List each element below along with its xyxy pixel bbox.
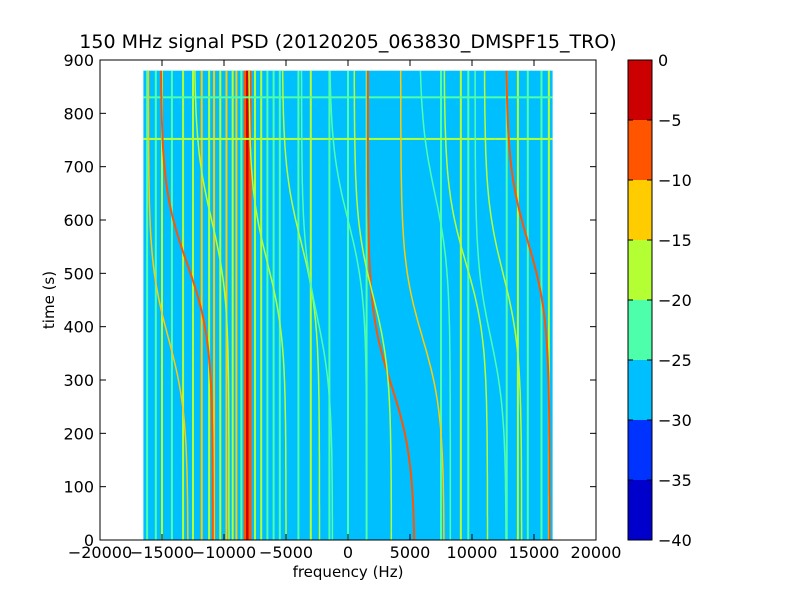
colorbar: −40 −35 −30 −25 −20 −15 −10 −5 0 <box>627 51 692 550</box>
colorbar-tick-label: −40 <box>658 531 692 550</box>
x-tick-label: −5000 <box>259 543 313 562</box>
vertical-band-16 <box>248 70 252 541</box>
vertical-band-29 <box>467 70 470 541</box>
doppler-trace-0 <box>160 70 214 540</box>
doppler-trace-2 <box>505 70 551 540</box>
x-tick-label: 0 <box>343 543 353 562</box>
y-tick-label: 900 <box>63 51 94 70</box>
vertical-band-31 <box>516 70 519 541</box>
horizontal-band-1 <box>143 137 553 140</box>
doppler-trace-3 <box>483 70 523 540</box>
y-tick-label: 100 <box>63 478 94 497</box>
colorbar-tick-label: −5 <box>658 111 682 130</box>
x-axis-ticks: −20000−15000−10000 −5000 0 5000 10000 15000 20… <box>68 60 622 562</box>
vertical-band-30 <box>505 70 508 541</box>
colorbar-segment <box>628 360 652 420</box>
colorbar-segment <box>628 60 652 120</box>
vertical-band-19 <box>266 70 269 541</box>
doppler-trace-5 <box>399 70 445 540</box>
vertical-band-28 <box>459 70 462 541</box>
colorbar-segments <box>628 60 652 540</box>
y-tick-label: 700 <box>63 158 94 177</box>
horizontal-band-0 <box>143 96 553 99</box>
colorbar-segment <box>628 180 652 240</box>
vertical-band-27 <box>440 70 442 541</box>
vertical-band-22 <box>297 70 300 541</box>
vertical-band-23 <box>309 70 312 541</box>
chart-title: 150 MHz signal PSD (20120205_063830_DMSP… <box>79 31 616 53</box>
doppler-trace-6 <box>353 70 393 540</box>
spectrogram-heatmap <box>143 70 553 541</box>
colorbar-tick-label: 0 <box>658 51 668 70</box>
vertical-band-9 <box>219 70 222 541</box>
vertical-band-20 <box>272 70 275 541</box>
vertical-band-25 <box>347 70 349 541</box>
vertical-band-1 <box>154 70 157 541</box>
colorbar-tick-label: −20 <box>658 291 692 310</box>
doppler-trace-13 <box>194 70 230 540</box>
vertical-band-11 <box>231 70 234 541</box>
colorbar-segment <box>628 480 652 540</box>
x-tick-label: 15000 <box>509 543 560 562</box>
vertical-band-14 <box>243 70 247 541</box>
colorbar-segment <box>628 120 652 180</box>
x-tick-label: 20000 <box>571 543 622 562</box>
colorbar-tick-label: −25 <box>658 351 692 370</box>
vertical-band-17 <box>254 70 256 541</box>
x-tick-label: 10000 <box>447 543 498 562</box>
x-axis-label: frequency (Hz) <box>293 563 404 581</box>
vertical-band-21 <box>278 70 281 541</box>
colorbar-segment <box>628 420 652 480</box>
vertical-band-4 <box>182 70 185 541</box>
x-tick-label: −15000 <box>130 543 194 562</box>
vertical-band-32 <box>526 70 529 541</box>
x-tick-label: −10000 <box>192 543 256 562</box>
vertical-band-24 <box>328 70 331 541</box>
vertical-band-18 <box>260 70 263 541</box>
vertical-band-7 <box>208 70 211 541</box>
vertical-band-0 <box>146 70 149 541</box>
vertical-band-33 <box>540 70 543 541</box>
vertical-band-26 <box>365 70 368 541</box>
y-tick-label: 500 <box>63 264 94 283</box>
colorbar-ticks: −40 −35 −30 −25 −20 −15 −10 −5 0 <box>628 51 692 550</box>
vertical-band-6 <box>200 70 203 541</box>
colorbar-tick-label: −30 <box>658 411 692 430</box>
vertical-band-15 <box>246 70 250 541</box>
doppler-trace-9 <box>300 70 334 540</box>
y-axis-label: time (s) <box>40 271 58 329</box>
plot-area: −20000−15000−10000 −5000 0 5000 10000 15000 20… <box>63 51 621 562</box>
doppler-trace-11 <box>419 70 452 540</box>
vertical-band-13 <box>240 70 243 541</box>
colorbar-tick-label: −35 <box>658 471 692 490</box>
y-tick-label: 300 <box>63 371 94 390</box>
vertical-band-5 <box>192 70 194 541</box>
doppler-trace-10 <box>248 70 287 540</box>
y-tick-label: 400 <box>63 318 94 337</box>
vertical-band-8 <box>213 70 216 541</box>
doppler-trace-12 <box>474 70 507 541</box>
colorbar-tick-label: −15 <box>658 231 692 250</box>
doppler-trace-8 <box>281 70 321 540</box>
colorbar-segment <box>628 240 652 300</box>
doppler-trace-1 <box>147 70 189 541</box>
y-tick-label: 200 <box>63 424 94 443</box>
vertical-band-2 <box>161 70 163 541</box>
x-tick-label: −20000 <box>68 543 132 562</box>
vertical-band-12 <box>235 70 238 541</box>
doppler-trace-14 <box>329 70 368 540</box>
doppler-trace-7 <box>443 70 489 540</box>
vertical-band-34 <box>547 70 550 541</box>
y-tick-label: 800 <box>63 104 94 123</box>
colorbar-segment <box>628 300 652 360</box>
x-tick-label: 5000 <box>390 543 431 562</box>
vertical-band-3 <box>170 70 173 541</box>
y-axis-ticks: 0 100 200 300 400 500 600 700 800 900 <box>63 51 596 550</box>
y-tick-label: 600 <box>63 211 94 230</box>
y-tick-label: 0 <box>84 531 94 550</box>
doppler-trace-4 <box>366 70 416 541</box>
colorbar-tick-label: −10 <box>658 171 692 190</box>
